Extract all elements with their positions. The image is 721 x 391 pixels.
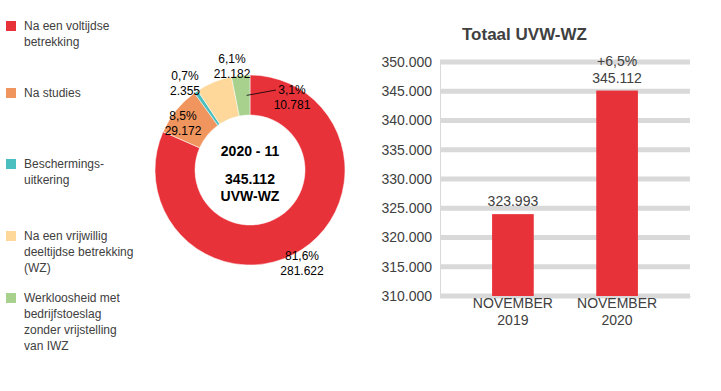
tick-label: NOVEMBER2020 bbox=[577, 295, 657, 328]
grid bbox=[440, 62, 690, 296]
tick-label: 335.000 bbox=[381, 142, 432, 158]
tick: 325.000 bbox=[381, 200, 440, 216]
text-line: (WZ) bbox=[24, 261, 51, 275]
grid-line bbox=[440, 235, 690, 240]
value-label: 21.182 bbox=[214, 67, 251, 81]
tick-label: 310.000 bbox=[381, 288, 432, 304]
legend-swatch bbox=[6, 159, 16, 169]
tick: NOVEMBER2020 bbox=[577, 295, 657, 328]
center-unit: UVW-WZ bbox=[221, 188, 280, 204]
grid-line bbox=[440, 264, 690, 269]
legend-label: Beschermings-uitkering bbox=[24, 157, 104, 187]
pie-chart: Na een voltijdse betrekking Na studies Besc… bbox=[6, 19, 345, 353]
center-total: 345.112 bbox=[225, 171, 275, 187]
tick: 335.000 bbox=[381, 142, 440, 158]
grid-line bbox=[440, 118, 690, 123]
value-label: 10.781 bbox=[274, 98, 311, 112]
text-line: 2020 bbox=[602, 312, 633, 328]
tick-label: 320.000 bbox=[381, 229, 432, 245]
grid-line bbox=[440, 89, 690, 94]
grid-line bbox=[440, 147, 690, 152]
data-label: 345.112 bbox=[592, 70, 642, 86]
legend-swatch bbox=[6, 21, 16, 31]
text-line: zonder vrijstelling bbox=[24, 323, 117, 337]
tick: 330.000 bbox=[381, 171, 440, 187]
tick: NOVEMBER2019 bbox=[473, 295, 553, 328]
value-label: 2.355 bbox=[170, 84, 200, 98]
legend: Na een voltijdse betrekking Na studies Besc… bbox=[6, 19, 133, 353]
legend-swatch bbox=[6, 88, 16, 98]
text-line: Werkloosheid met bbox=[24, 291, 120, 305]
text-line: betrekking bbox=[24, 35, 79, 49]
tick: 345.000 bbox=[381, 83, 440, 99]
grid-line bbox=[440, 177, 690, 182]
text-line: NOVEMBER bbox=[577, 295, 657, 311]
legend-swatch bbox=[6, 231, 16, 241]
share-label: 8,5% bbox=[169, 109, 197, 123]
legend-swatch bbox=[6, 293, 16, 303]
tick: 310.000 bbox=[381, 288, 440, 304]
text-line: van IWZ bbox=[24, 339, 69, 353]
chart-title: Totaal UVW-WZ bbox=[462, 25, 587, 44]
tick-label: 330.000 bbox=[381, 171, 432, 187]
tick: 320.000 bbox=[381, 229, 440, 245]
change-label: +6,5% bbox=[597, 53, 637, 69]
text-line: Beschermings- bbox=[24, 157, 104, 171]
bar bbox=[596, 91, 638, 296]
text-line: 2019 bbox=[497, 312, 528, 328]
tick-label: NOVEMBER2019 bbox=[473, 295, 553, 328]
data-labels: 323.993 345.112+6,5% bbox=[488, 53, 642, 210]
data-labels: 81,6%281.622 8,5%29.172 0,7%2.355 6,1%21.18… bbox=[165, 52, 324, 278]
value-label: 29.172 bbox=[165, 124, 202, 138]
tick-label: 345.000 bbox=[381, 83, 432, 99]
text-line: Na een voltijdse bbox=[24, 19, 110, 33]
text-line: Na een vrijwillig bbox=[24, 229, 107, 243]
grid-line bbox=[440, 206, 690, 211]
bar-chart: Totaal UVW-WZ 310.000 315.000 320.000 325.00… bbox=[381, 25, 690, 328]
legend-label: Na een voltijdse betrekking bbox=[24, 19, 110, 49]
text-line: bedrijfstoeslag bbox=[24, 307, 101, 321]
tick-label: 315.000 bbox=[381, 259, 432, 275]
text-line: Na studies bbox=[24, 86, 81, 100]
legend-label: Werkloosheid met bedrijfstoeslag zonder vr… bbox=[24, 291, 120, 353]
value-label: 281.622 bbox=[280, 264, 324, 278]
tick-label: 325.000 bbox=[381, 200, 432, 216]
grid-line bbox=[440, 60, 690, 65]
tick-label: 340.000 bbox=[381, 112, 432, 128]
bar bbox=[492, 214, 534, 296]
tick-label: 350.000 bbox=[381, 54, 432, 70]
axis-line bbox=[440, 63, 441, 297]
center-text: 2020 - 11 345.112UVW-WZ bbox=[221, 143, 280, 204]
tick: 340.000 bbox=[381, 112, 440, 128]
legend-label: Na studies bbox=[24, 86, 81, 100]
share-label: 3,1% bbox=[278, 83, 306, 97]
slices bbox=[155, 75, 345, 265]
slice bbox=[155, 75, 345, 265]
y-axis: 310.000 315.000 320.000 325.000 330.000 335.0… bbox=[381, 54, 440, 304]
legend-label: Na een vrijwillig deeltijdse betrekking (W… bbox=[24, 229, 133, 275]
x-axis: NOVEMBER2019NOVEMBER2020 bbox=[441, 295, 691, 328]
text-line: uitkering bbox=[24, 173, 69, 187]
tick: 350.000 bbox=[381, 54, 440, 70]
share-label: 0,7% bbox=[171, 69, 199, 83]
text-line: deeltijdse betrekking bbox=[24, 245, 133, 259]
share-label: 81,6% bbox=[285, 249, 319, 263]
data-label: 323.993 bbox=[488, 193, 539, 209]
center-title: 2020 - 11 bbox=[221, 143, 280, 159]
share-label: 6,1% bbox=[218, 52, 246, 66]
canvas: Na een voltijdse betrekking Na studies Besc… bbox=[0, 0, 721, 391]
text-line: NOVEMBER bbox=[473, 295, 553, 311]
leader-line bbox=[247, 90, 276, 95]
tick: 315.000 bbox=[381, 259, 440, 275]
